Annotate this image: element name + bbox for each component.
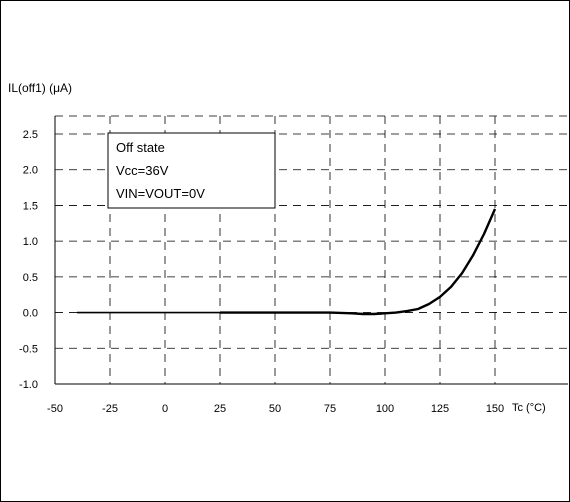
series-group	[77, 208, 497, 316]
x-tick-label: 0	[162, 403, 168, 415]
series-line-heavy	[220, 208, 497, 316]
x-axis-title: Tc (°C)	[512, 402, 546, 414]
plot-border	[54, 116, 568, 385]
legend-line-1: Off state	[116, 140, 165, 155]
x-tick-labels: -50 -25 0 25 50 75 100 125 150	[47, 403, 504, 415]
y-tick-label: 1.5	[23, 200, 38, 212]
legend-line-2: Vcc=36V	[116, 163, 169, 178]
series-line	[77, 208, 496, 315]
y-tick-label: 2.0	[23, 165, 38, 177]
y-tick-label: -1.0	[19, 379, 38, 391]
y-tick-label: 0.5	[23, 272, 38, 284]
x-tick-label: 100	[376, 403, 394, 415]
x-tick-label: 25	[214, 403, 226, 415]
y-tick-label: 2.5	[23, 129, 38, 141]
x-tick-label: 150	[486, 403, 504, 415]
y-tick-label: 1.0	[23, 236, 38, 248]
legend-box: Off state Vcc=36V VIN=VOUT=0V	[107, 132, 276, 209]
y-tick-label: 0.0	[23, 308, 38, 320]
y-tick-labels: 2.5 2.0 1.5 1.0 0.5 0.0 -0.5 -1.0	[19, 129, 38, 391]
x-tick-label: 75	[324, 403, 336, 415]
legend-frame	[107, 132, 276, 209]
x-tick-label: 50	[269, 403, 281, 415]
x-tick-label: 125	[431, 403, 449, 415]
y-tick-label: -0.5	[19, 343, 38, 355]
x-tick-label: -25	[102, 403, 118, 415]
x-tick-label: -50	[47, 403, 63, 415]
y-axis-title: IL(off1) (μA)	[8, 81, 72, 95]
legend-line-3: VIN=VOUT=0V	[116, 186, 205, 201]
